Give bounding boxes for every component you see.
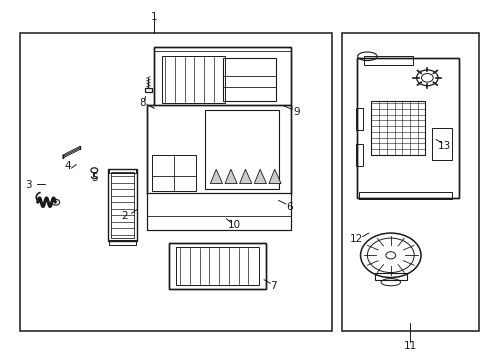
- Bar: [144, 88, 152, 92]
- Bar: [431, 128, 451, 160]
- Bar: [147, 105, 290, 194]
- Bar: [205, 110, 278, 189]
- Bar: [147, 193, 290, 230]
- Bar: [374, 273, 406, 280]
- Bar: [109, 240, 136, 245]
- Bar: [20, 33, 331, 330]
- Bar: [147, 105, 290, 194]
- Bar: [109, 168, 136, 173]
- Text: 4: 4: [64, 161, 71, 171]
- Polygon shape: [254, 169, 266, 184]
- Bar: [370, 101, 424, 155]
- Bar: [222, 58, 276, 101]
- Text: 2: 2: [122, 211, 128, 221]
- Text: 8: 8: [139, 98, 145, 108]
- Polygon shape: [224, 169, 237, 184]
- Bar: [152, 155, 195, 191]
- Text: 11: 11: [403, 341, 416, 351]
- Polygon shape: [268, 169, 281, 184]
- Bar: [154, 47, 290, 108]
- Bar: [358, 192, 451, 199]
- Bar: [356, 58, 458, 198]
- Bar: [111, 172, 134, 238]
- Bar: [356, 58, 458, 198]
- Bar: [168, 243, 266, 289]
- Text: 12: 12: [349, 234, 363, 244]
- Bar: [168, 243, 266, 289]
- Text: 6: 6: [286, 202, 293, 212]
- Bar: [355, 144, 362, 166]
- Bar: [176, 247, 259, 285]
- Text: 5: 5: [91, 173, 98, 183]
- Polygon shape: [239, 169, 251, 184]
- Bar: [341, 33, 478, 330]
- Bar: [161, 56, 224, 103]
- Bar: [108, 169, 137, 241]
- Polygon shape: [210, 169, 222, 184]
- Text: 3: 3: [25, 180, 32, 190]
- Bar: [147, 193, 290, 230]
- Bar: [363, 56, 412, 65]
- Text: 10: 10: [228, 220, 241, 230]
- Text: 7: 7: [270, 281, 277, 291]
- Text: 13: 13: [437, 141, 450, 151]
- Bar: [355, 108, 362, 130]
- Text: 9: 9: [293, 107, 299, 117]
- Bar: [154, 47, 290, 108]
- Text: 1: 1: [151, 12, 157, 22]
